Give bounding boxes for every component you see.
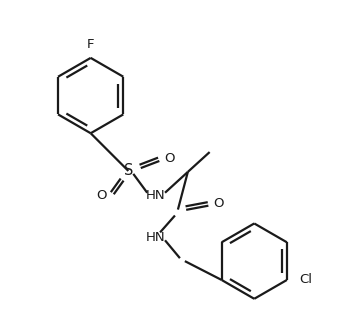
Text: HN: HN [145, 189, 165, 202]
Text: Cl: Cl [299, 273, 312, 287]
Text: O: O [213, 197, 224, 210]
Text: HN: HN [145, 231, 165, 244]
Text: F: F [87, 38, 94, 51]
Text: O: O [165, 152, 175, 165]
Text: O: O [96, 189, 107, 202]
Text: S: S [124, 163, 133, 178]
